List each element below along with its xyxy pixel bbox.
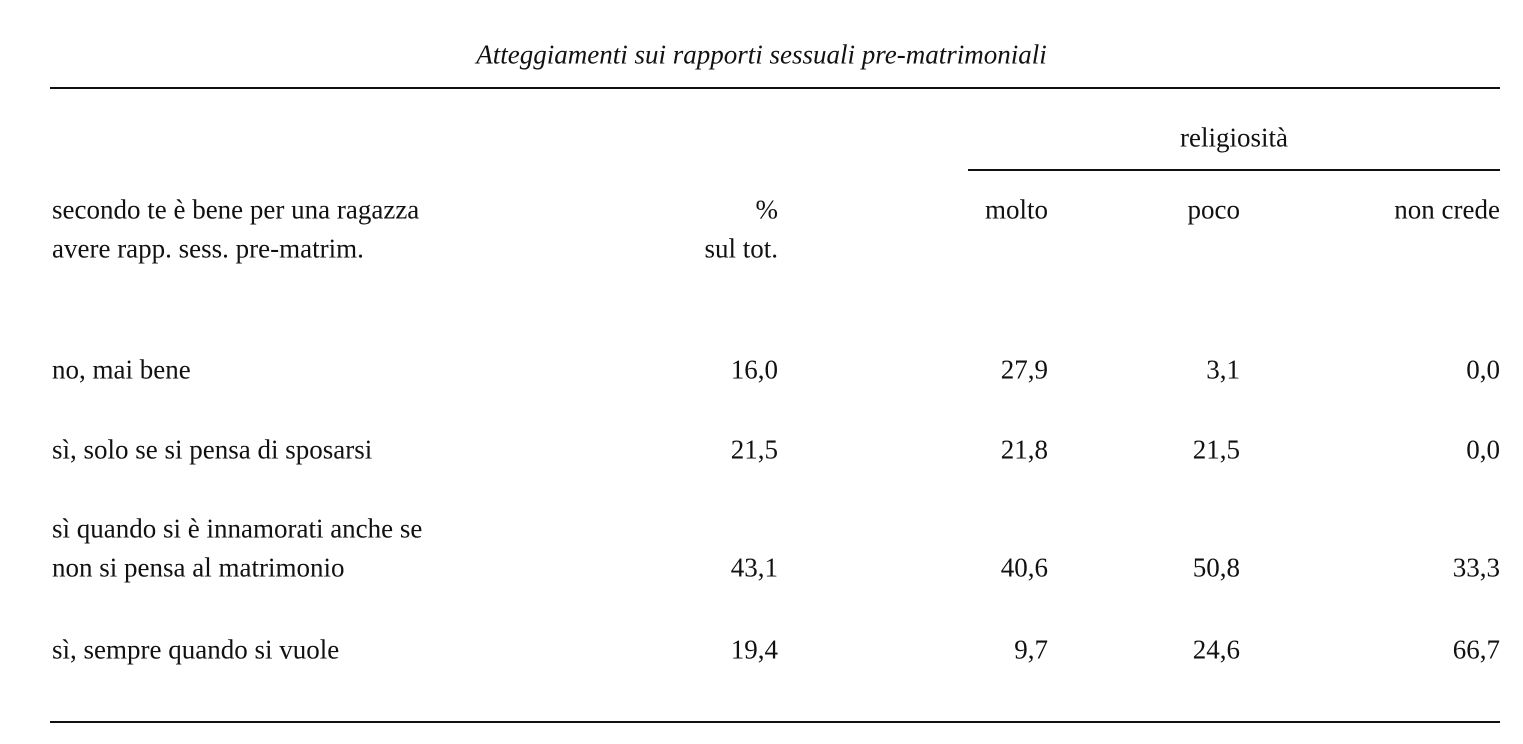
top-rule (50, 87, 1500, 89)
cell-value: 3,1 (1206, 354, 1240, 385)
column-header: molto (984, 194, 1048, 225)
row-label: sì, sempre quando si vuole (52, 634, 340, 665)
cell-value: 66,7 (1452, 634, 1500, 665)
cell-value: 27,9 (1000, 354, 1048, 385)
cell-value: 21,8 (1000, 434, 1048, 465)
column-header: non crede (1394, 194, 1500, 225)
row-label: non si pensa al matrimonio (52, 552, 345, 583)
cell-value: 33,3 (1452, 552, 1500, 583)
bottom-rule (50, 721, 1500, 723)
stub-header: secondo te è bene per una ragazza (52, 194, 420, 225)
cell-total: 19,4 (730, 634, 778, 665)
cell-value: 21,5 (1192, 434, 1240, 465)
cell-value: 0,0 (1466, 434, 1500, 465)
cell-total: 16,0 (730, 354, 778, 385)
cell-total: 43,1 (730, 552, 778, 583)
total-header: sul tot. (704, 233, 778, 264)
stub-header: avere rapp. sess. pre-matrim. (52, 233, 364, 264)
row-label: sì quando si è innamorati anche se (52, 513, 423, 544)
cell-value: 9,7 (1014, 634, 1048, 665)
cell-value: 24,6 (1192, 634, 1240, 665)
total-header: % (755, 194, 779, 225)
row-label: sì, solo se si pensa di sposarsi (52, 434, 373, 465)
cell-total: 21,5 (730, 434, 778, 465)
table-title: Atteggiamenti sui rapporti sessuali pre-… (476, 39, 1047, 70)
row-label: no, mai bene (52, 354, 191, 385)
column-header: poco (1187, 194, 1240, 225)
cell-value: 50,8 (1192, 552, 1240, 583)
group-header: religiosità (1180, 122, 1288, 153)
cell-value: 40,6 (1000, 552, 1048, 583)
group-rule (968, 169, 1500, 171)
cell-value: 0,0 (1466, 354, 1500, 385)
